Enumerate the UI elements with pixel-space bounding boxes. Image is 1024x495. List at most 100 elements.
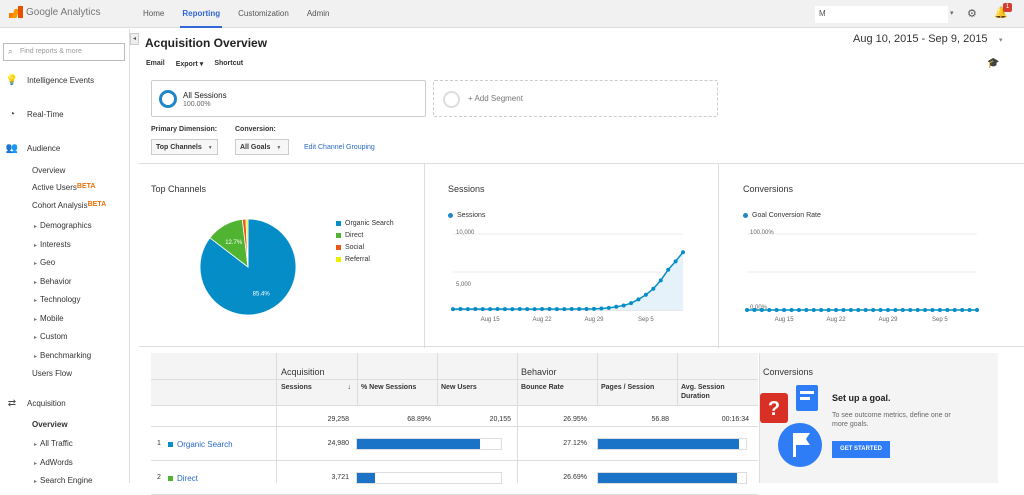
ga-logo[interactable]: Google Analytics: [9, 6, 101, 18]
sidebar-item-mobile[interactable]: Mobile: [34, 314, 64, 323]
data-point: [752, 308, 757, 312]
data-point: [681, 250, 685, 255]
sidebar-item-intelligence[interactable]: 💡 Intelligence Events: [5, 75, 94, 86]
col-new-sessions[interactable]: % New Sessions: [361, 384, 417, 391]
gear-icon[interactable]: ⚙: [967, 8, 977, 20]
sidebar-item-acq-overview[interactable]: Overview: [32, 420, 68, 429]
row-sessions: 24,980: [327, 440, 349, 447]
group-acquisition: Acquisition: [281, 367, 325, 377]
channel-swatch: [168, 442, 173, 447]
sidebar-item-cohort-analysis[interactable]: Cohort AnalysisBETA: [32, 201, 106, 210]
primary-dimension-select[interactable]: Top Channels ▼: [151, 139, 218, 155]
sidebar-label: Audience: [27, 144, 61, 153]
collapse-sidebar-button[interactable]: ◂: [130, 33, 139, 45]
nav-home[interactable]: Home: [143, 9, 165, 18]
conversions-title: Conversions: [743, 184, 794, 194]
legend-label: Direct: [345, 232, 364, 239]
sidebar-item-custom[interactable]: Custom: [34, 332, 68, 341]
nav-admin[interactable]: Admin: [306, 9, 330, 18]
sidebar-item-technology[interactable]: Technology: [34, 295, 80, 304]
data-point: [554, 307, 559, 312]
sidebar-item-all-traffic[interactable]: All Traffic: [34, 439, 73, 448]
x-tick-label: Aug 22: [827, 317, 847, 323]
export-button[interactable]: Export ▾: [175, 61, 204, 68]
legend-label: Organic Search: [345, 220, 394, 227]
goal-description: To see outcome metrics, define one or mo…: [832, 412, 951, 428]
data-point: [473, 307, 478, 312]
sessions-bar: [356, 472, 502, 484]
notification-badge: 1: [1003, 3, 1012, 12]
email-button[interactable]: Email: [146, 60, 165, 67]
nav-reporting[interactable]: Reporting: [180, 9, 222, 28]
shortcut-button[interactable]: Shortcut: [214, 60, 244, 67]
data-point: [451, 307, 455, 312]
data-point: [510, 307, 515, 312]
data-point: [900, 308, 905, 312]
divider: [424, 164, 425, 348]
get-started-button[interactable]: GET STARTED: [832, 441, 890, 458]
sidebar-item-active-users[interactable]: Active UsersBETA: [32, 183, 95, 192]
data-point: [923, 308, 928, 312]
pie-legend-item: Referral: [336, 256, 370, 263]
search-input[interactable]: ⌕ Find reports & more: [3, 43, 125, 61]
date-range-caret-icon[interactable]: ▾: [999, 37, 1003, 44]
sidebar-item-behavior[interactable]: Behavior: [34, 277, 72, 286]
legend-dot-icon: [743, 213, 748, 218]
conversion-select[interactable]: All Goals ▼: [235, 139, 289, 155]
data-point: [893, 308, 898, 312]
legend-swatch: [336, 233, 341, 238]
search-icon: ⌕: [8, 47, 13, 56]
data-point: [774, 308, 779, 312]
data-point: [856, 308, 861, 312]
sidebar-item-users-flow[interactable]: Users Flow: [32, 369, 73, 378]
bounce-bar: [597, 438, 747, 450]
sidebar-item-realtime[interactable]: ◔ Real-Time: [5, 109, 64, 120]
col-avg-duration[interactable]: Avg. Session Duration: [681, 384, 725, 400]
row-bounce-rate: 26.69%: [563, 474, 587, 481]
col-new-users[interactable]: New Users: [441, 384, 477, 391]
beta-badge: BETA: [76, 183, 96, 190]
sidebar: ⌕ Find reports & more 💡 Intelligence Eve…: [0, 29, 130, 485]
sidebar-item-interests[interactable]: Interests: [34, 240, 71, 249]
sidebar-item-audience[interactable]: 👥 Audience: [5, 143, 61, 154]
data-point: [871, 308, 876, 312]
data-point: [636, 297, 641, 302]
legend-dot-icon: [448, 213, 453, 218]
ga-logo-icon: [9, 6, 23, 18]
account-initial: M: [819, 9, 826, 18]
account-caret-icon[interactable]: ▾: [950, 10, 954, 17]
channel-link[interactable]: Organic Search: [168, 440, 233, 449]
sort-arrow-icon: ↓: [347, 384, 352, 391]
sidebar-item-demographics[interactable]: Demographics: [34, 221, 92, 230]
date-range-picker[interactable]: Aug 10, 2015 - Sep 9, 2015: [853, 33, 988, 45]
sidebar-label: Cohort Analysis: [32, 201, 88, 210]
data-point: [577, 307, 582, 312]
data-point: [863, 308, 868, 312]
sidebar-item-adwords[interactable]: AdWords: [34, 458, 73, 467]
col-pages-session[interactable]: Pages / Session: [601, 384, 655, 391]
data-point: [834, 308, 839, 312]
total-sessions: 29,258: [327, 416, 349, 423]
account-selector[interactable]: M: [815, 6, 948, 23]
sidebar-item-search-engine[interactable]: Search Engine: [34, 476, 92, 485]
data-point: [658, 278, 663, 283]
sidebar-item-geo[interactable]: Geo: [34, 258, 55, 267]
edit-channel-grouping-link[interactable]: Edit Channel Grouping: [304, 144, 375, 151]
add-segment-button[interactable]: + Add Segment: [433, 80, 718, 117]
data-point: [488, 307, 493, 312]
data-point: [547, 307, 552, 312]
sidebar-item-acquisition[interactable]: ⇄ Acquisition: [5, 398, 66, 409]
sidebar-item-overview[interactable]: Overview: [32, 166, 66, 175]
col-bounce-rate[interactable]: Bounce Rate: [521, 384, 564, 391]
area-fill: [453, 252, 683, 310]
sidebar-item-benchmarking[interactable]: Benchmarking: [34, 351, 91, 360]
nav-customization[interactable]: Customization: [238, 9, 289, 18]
total-avg-duration: 00:16:34: [721, 416, 749, 423]
segment-all-sessions[interactable]: All Sessions 100.00%: [151, 80, 426, 117]
report-toolbar: Email Export ▾ Shortcut: [146, 60, 243, 68]
data-point: [811, 308, 816, 312]
graduation-cap-icon[interactable]: 🎓: [987, 58, 1000, 69]
data-point: [614, 304, 619, 309]
channel-link[interactable]: Direct: [168, 474, 198, 483]
col-sessions[interactable]: Sessions ↓: [281, 384, 352, 391]
